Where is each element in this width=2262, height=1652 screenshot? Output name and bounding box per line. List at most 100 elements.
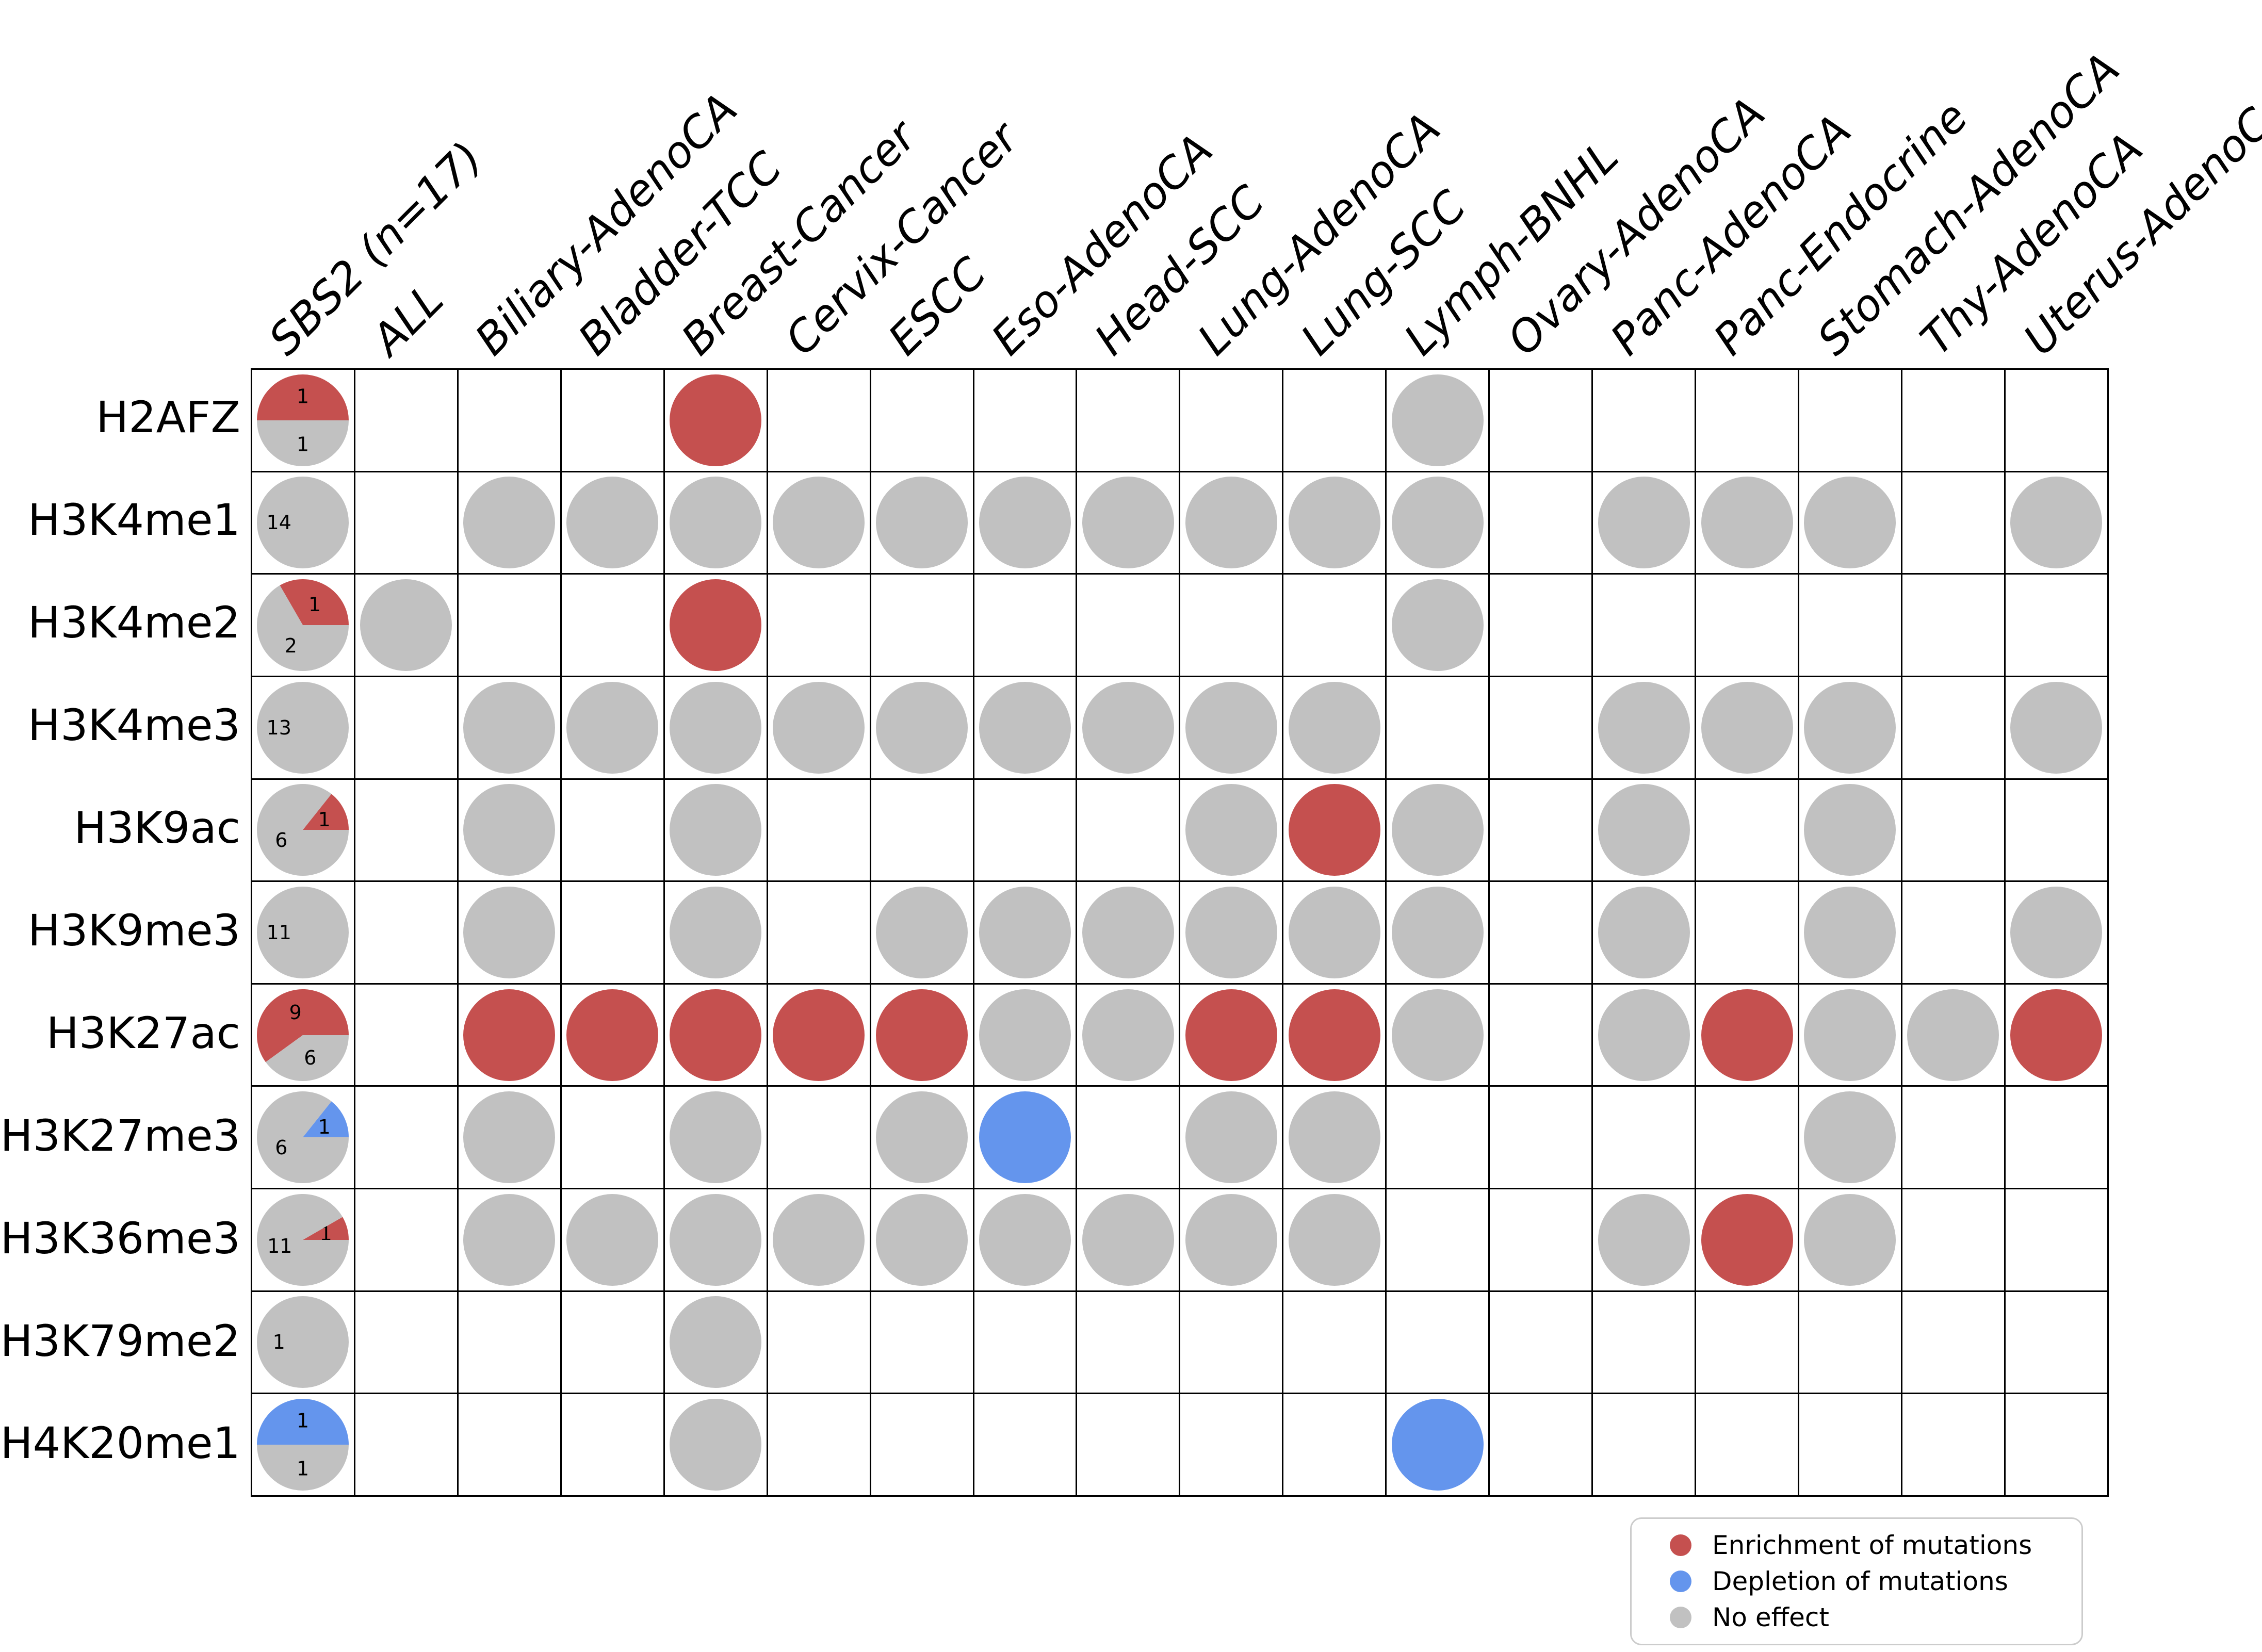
effect-circle-enrichment: [1288, 784, 1380, 876]
effect-circle-no-effect: [1082, 477, 1174, 569]
matrix-cell: [1387, 1394, 1490, 1497]
matrix-cell: [2005, 882, 2109, 985]
matrix-cell: [2005, 984, 2109, 1087]
pie-wedge: [257, 1296, 349, 1388]
matrix-cell: [1593, 1087, 1697, 1189]
matrix-cell: 14: [252, 472, 355, 575]
row-label: H3K36me3: [0, 1213, 240, 1264]
matrix-cell: [355, 370, 459, 472]
legend-label: No effect: [1712, 1602, 1829, 1632]
matrix-cell: [1696, 677, 1799, 780]
effect-circle-no-effect: [1185, 1091, 1277, 1184]
row-label: H3K79me2: [0, 1315, 240, 1366]
matrix-cell: [1696, 1087, 1799, 1189]
pie-wedge: [303, 1217, 349, 1240]
effect-circle-no-effect: [1288, 1091, 1380, 1184]
effect-circle-no-effect: [1598, 989, 1690, 1081]
effect-circle-no-effect: [2010, 886, 2103, 978]
pie-segment-count: 11: [268, 1235, 292, 1257]
matrix-cell: [1387, 779, 1490, 882]
matrix-cell: [1180, 1394, 1284, 1497]
pie-segment-count: 1: [318, 1116, 331, 1138]
matrix-cell: [1799, 677, 1902, 780]
effect-circle-enrichment: [876, 989, 968, 1081]
pie-wedge: [257, 1445, 349, 1491]
effect-circle-no-effect: [1907, 989, 1999, 1081]
row-label: H3K27ac: [46, 1007, 240, 1058]
matrix-cell: [664, 472, 768, 575]
matrix-cell: [1593, 984, 1697, 1087]
matrix-cell: [974, 677, 1078, 780]
effect-circle-no-effect: [979, 1193, 1071, 1286]
pie-wedge: [257, 989, 349, 1062]
matrix-cell: [974, 882, 1078, 985]
pie-segment-count: 1: [273, 1331, 285, 1353]
pie-segment-count: 1: [297, 433, 309, 455]
row-label: H3K4me1: [27, 495, 240, 546]
effect-circle-no-effect: [876, 1091, 968, 1184]
effect-circle-no-effect: [566, 681, 659, 774]
matrix-cell: [1077, 472, 1181, 575]
effect-circle-no-effect: [1082, 989, 1174, 1081]
effect-circle-no-effect: [979, 477, 1071, 569]
effect-circle-no-effect: [1185, 681, 1277, 774]
matrix-cell: [1283, 677, 1387, 780]
matrix-cell: [1696, 575, 1799, 677]
effect-circle-enrichment: [670, 989, 762, 1081]
matrix-cell: [1902, 472, 2006, 575]
matrix-cell: [458, 984, 562, 1087]
matrix-cell: [1180, 882, 1284, 985]
effect-circle-no-effect: [773, 477, 865, 569]
pie-wedge: [303, 1101, 349, 1138]
sbs2-pie-chart: 1: [257, 1296, 349, 1388]
matrix-cell: [974, 1394, 1078, 1497]
matrix-cell: [768, 1189, 871, 1292]
effect-circle-no-effect: [773, 1193, 865, 1286]
matrix-cell: [768, 1087, 871, 1189]
matrix-cell: [1180, 370, 1284, 472]
matrix-cell: [871, 472, 974, 575]
matrix-cell: [974, 370, 1078, 472]
matrix-cell: [1387, 575, 1490, 677]
matrix-cell: [1490, 370, 1593, 472]
matrix-cell: [1799, 1087, 1902, 1189]
effect-circle-depletion: [979, 1091, 1071, 1184]
matrix-cell: [664, 984, 768, 1087]
legend-marker-icon: [1670, 1571, 1691, 1592]
row-label: H3K27me3: [0, 1110, 240, 1161]
matrix-cell: [1180, 677, 1284, 780]
row-label: H2AFZ: [96, 392, 240, 443]
matrix-cell: [1283, 984, 1387, 1087]
effect-circle-no-effect: [1391, 886, 1484, 978]
effect-circle-enrichment: [2010, 989, 2103, 1081]
matrix-cell: [1696, 370, 1799, 472]
sbs2-pie-chart: 96: [257, 989, 349, 1081]
matrix-cell: [974, 575, 1078, 677]
matrix-cell: [1799, 1291, 1902, 1395]
effect-circle-enrichment: [463, 989, 556, 1081]
matrix-cell: [871, 1291, 974, 1395]
row-label: H3K9me3: [27, 905, 240, 956]
effect-circle-enrichment: [1701, 1193, 1793, 1286]
matrix-cell: [1799, 1394, 1902, 1497]
matrix-cell: [768, 677, 871, 780]
matrix-cell: [664, 882, 768, 985]
matrix-cell: [1077, 1189, 1181, 1292]
matrix-cell: [974, 779, 1078, 882]
matrix-cell: [1490, 882, 1593, 985]
effect-circle-no-effect: [1598, 1193, 1690, 1286]
matrix-cell: [2005, 1189, 2109, 1292]
matrix-cell: [1180, 1189, 1284, 1292]
effect-circle-no-effect: [670, 477, 762, 569]
effect-circle-no-effect: [463, 681, 556, 774]
matrix-cell: [2005, 1291, 2109, 1395]
matrix-cell: [1799, 882, 1902, 985]
legend-marker-icon: [1670, 1534, 1691, 1556]
matrix-cell: [1387, 472, 1490, 575]
matrix-cell: [1387, 1291, 1490, 1395]
matrix-cell: [458, 472, 562, 575]
matrix-cell: [1902, 984, 2006, 1087]
matrix-cell: [1696, 779, 1799, 882]
